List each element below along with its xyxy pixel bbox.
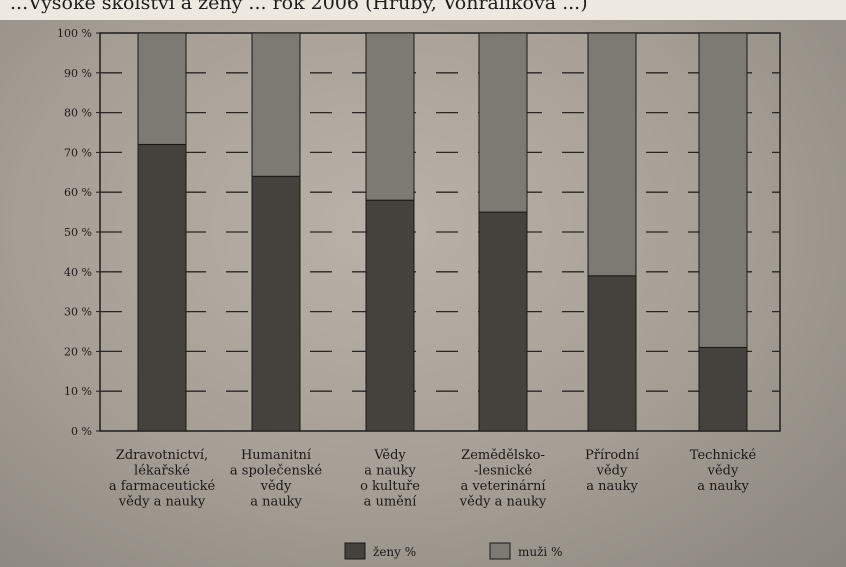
bar-segment-muzi bbox=[251, 32, 301, 177]
y-tick-label: 10 % bbox=[64, 385, 92, 398]
bar-segment-zeny bbox=[698, 346, 748, 432]
bar-segment-zeny bbox=[137, 143, 187, 432]
legend: ženy % muži % bbox=[344, 542, 562, 560]
bar-segment-zeny bbox=[251, 175, 301, 432]
y-tick-label: 30 % bbox=[64, 306, 92, 319]
legend-label: ženy % bbox=[373, 545, 416, 559]
legend-swatch bbox=[344, 542, 366, 560]
legend-swatch bbox=[489, 542, 511, 560]
bar-segment-muzi bbox=[365, 32, 415, 201]
y-tick-label: 80 % bbox=[64, 107, 92, 120]
category-labels: Zdravotnictví, lékařské a farmaceutické věd… bbox=[109, 448, 757, 510]
category-label: Zdravotnictví, lékařské a farmaceutické věd… bbox=[109, 448, 216, 510]
bars bbox=[137, 32, 748, 432]
bar-segment-muzi bbox=[698, 32, 748, 348]
bar-segment-muzi bbox=[587, 32, 637, 277]
bar-segment-muzi bbox=[478, 32, 528, 213]
bar-segment-zeny bbox=[478, 211, 528, 432]
category-label: Humanitní a společenské vědy a nauky bbox=[230, 448, 322, 510]
title-strip: ...Vysoké školství a ženy ... rok 2006 (… bbox=[0, 0, 846, 20]
category-label: Vědy a nauky o kultuře a umění bbox=[360, 448, 420, 510]
y-tick-label: 90 % bbox=[64, 67, 92, 80]
category-label: Technické vědy a nauky bbox=[690, 448, 757, 494]
bar-segment-zeny bbox=[587, 275, 637, 432]
grid-lines bbox=[100, 72, 780, 392]
bar-segment-muzi bbox=[137, 32, 187, 145]
y-tick-label: 70 % bbox=[64, 146, 92, 159]
category-label: Přírodní vědy a nauky bbox=[585, 448, 640, 494]
category-label: Zemědělsko--lesnické a veterinární vědy a … bbox=[459, 448, 547, 510]
chart-title: ...Vysoké školství a ženy ... rok 2006 (… bbox=[10, 0, 588, 14]
y-tick-label: 60 % bbox=[64, 186, 92, 199]
bar-segment-zeny bbox=[365, 199, 415, 432]
legend-label: muži % bbox=[518, 545, 562, 559]
y-ticks: 0 % 10 % 20 % 30 % 40 % 50 % 60 % 70 % 80 % 90 % 1… bbox=[57, 27, 100, 438]
y-tick-label: 50 % bbox=[64, 226, 92, 239]
y-tick-label: 0 % bbox=[71, 425, 92, 438]
y-tick-label: 100 % bbox=[57, 27, 92, 40]
y-tick-label: 20 % bbox=[64, 345, 92, 358]
y-tick-label: 40 % bbox=[64, 266, 92, 279]
